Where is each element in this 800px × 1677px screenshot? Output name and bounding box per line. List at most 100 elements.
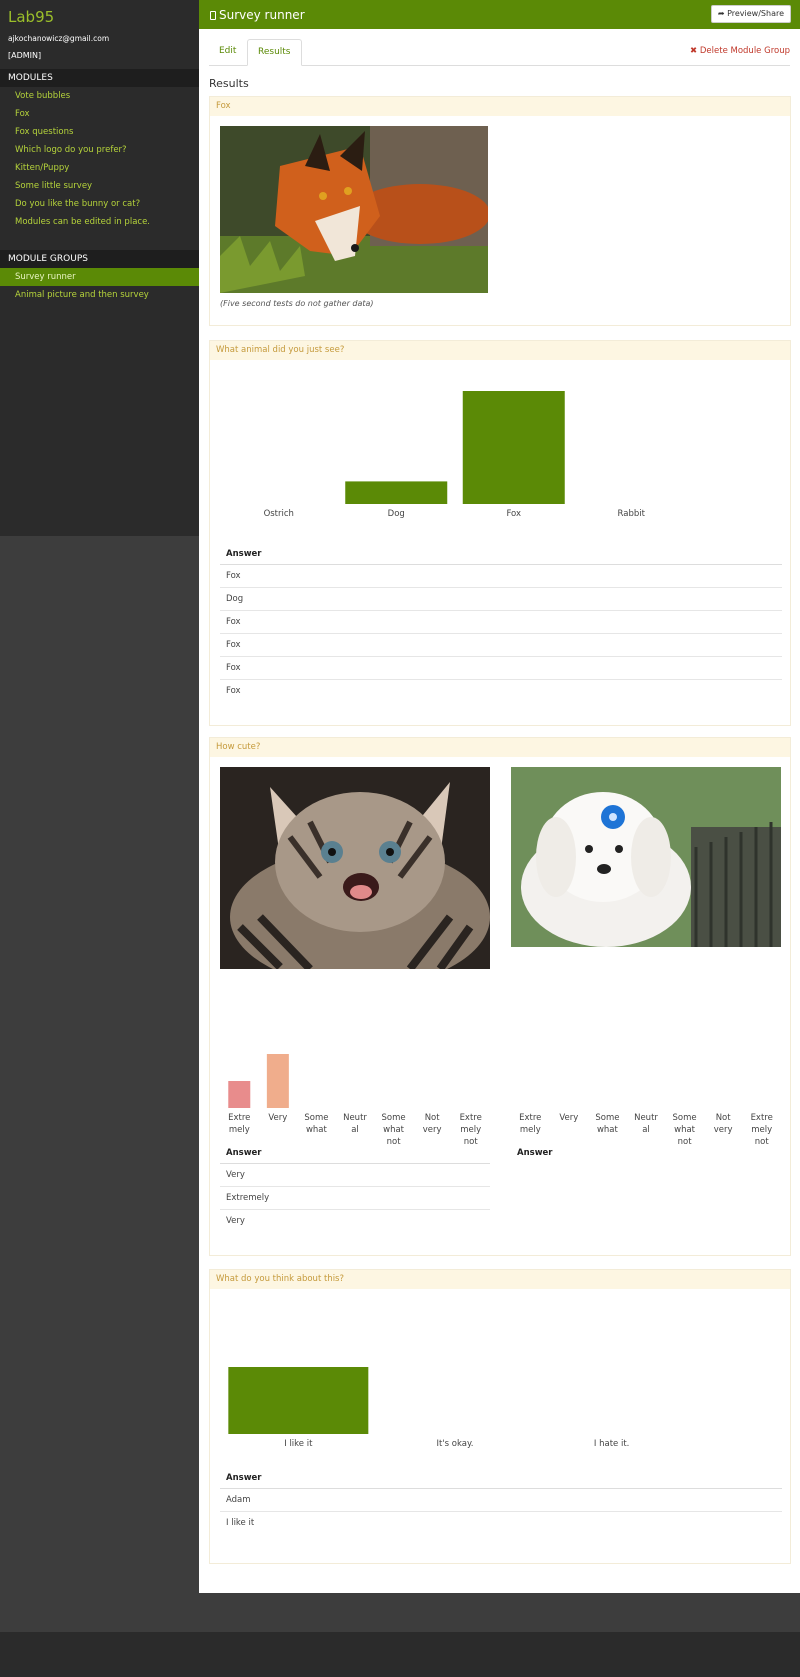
top-bar: Survey runner ➦ Preview/Share [199,0,800,29]
preview-share-button[interactable]: ➦ Preview/Share [710,5,791,23]
answer-row: Very [220,1164,490,1187]
chart-category-label: Ostrich [264,509,294,519]
chart-category-label: It's okay. [436,1439,473,1449]
answer-column-header: Answer [220,1142,490,1164]
chart-category-label: al [642,1125,650,1135]
footer-bar [0,1632,800,1677]
sidebar-module-item[interactable]: Modules can be edited in place. [15,217,151,227]
user-role: [ADMIN] [8,51,42,60]
chart-category-label: not [755,1137,770,1147]
panel-how-cute: How cute? [209,737,791,1256]
answer-row: Fox [226,686,241,696]
tab-bar: Edit Results ✖ Delete Module Group [209,39,790,66]
chart-category-label: mely [751,1125,772,1135]
chart-category-label: mely [460,1125,481,1135]
chart-category-label: Extre [460,1113,482,1123]
answer-row: Adam [220,1489,782,1512]
answer-row: I like it [226,1518,255,1528]
preview-share-label: Preview/Share [727,9,784,18]
chart-category-label: I like it [284,1439,313,1449]
chart-category-label: very [714,1125,733,1135]
chart-category-label: Some [304,1113,328,1123]
chart-category-label: Extre [519,1113,541,1123]
five-second-note: (Five second tests do not gather data) [220,299,374,308]
chart-category-label: al [351,1125,359,1135]
sidebar-module-item[interactable]: Vote bubbles [15,91,71,101]
cute-left-bar-chart: Extre mely Very Some what Neutr al Some what not N… [228,1054,482,1147]
tab-results[interactable]: Results [247,39,302,66]
chart-category-label: Neutr [343,1113,367,1123]
chart-category-label: Neutr [634,1113,658,1123]
fox-image [220,126,488,293]
panel-fox: Fox (Five second tests do [209,96,791,326]
animal-bar-chart: Ostrich Dog Fox Rabbit [264,391,646,519]
modules-heading: MODULES [0,69,199,87]
panel-think-title: What do you think about this? [210,1270,790,1289]
think-answer-table: Answer Adam I like it [220,1467,782,1535]
main-content: Survey runner ➦ Preview/Share Edit Resul… [199,0,800,1593]
chart-category-label: Not [716,1113,732,1123]
cute-left-answer-table: Answer Very Extremely Very [220,1142,490,1233]
results-heading: Results [209,77,249,90]
kitten-image [220,767,490,969]
chart-category-label: mely [520,1125,541,1135]
answer-rows: Fox Dog Fox Fox Fox Fox [220,565,782,703]
answer-column-header: Answer [517,1148,553,1158]
chart-category-label: Not [425,1113,441,1123]
brand-logo[interactable]: Lab95 [8,8,55,26]
answer-row: Dog [220,588,782,611]
panel-cute-title: How cute? [210,738,790,757]
page-title-text: Survey runner [219,8,305,22]
chart-category-label: what [597,1125,619,1135]
sidebar-module-item[interactable]: Do you like the bunny or cat? [15,199,141,209]
user-email: ajkochanowicz@gmail.com [8,34,110,43]
answer-row: Fox [220,565,782,588]
panel-think: What do you think about this? I like it I… [209,1269,791,1564]
chart-bar [345,481,448,504]
chart-category-label: Some [673,1113,697,1123]
chart-category-label: what [674,1125,696,1135]
chart-bar [266,1054,289,1108]
answer-row: Fox [220,611,782,634]
cute-right-bar-chart: Extre mely Very Some what Neutr al Some what not N… [519,1113,773,1147]
sidebar-module-item[interactable]: Some little survey [15,181,93,191]
chart-category-label: Very [559,1113,578,1123]
sidebar-module-item[interactable]: Kitten/Puppy [15,163,70,173]
answer-row: Fox [220,657,782,680]
chart-category-label: mely [229,1125,250,1135]
chart-category-label: Some [382,1113,406,1123]
chart-bar [228,1081,251,1108]
sidebar: Lab95 ajkochanowicz@gmail.com [ADMIN] MO… [0,0,199,536]
think-bar-chart: I like it It's okay. I hate it. [228,1367,629,1449]
close-icon: ✖ [690,46,698,56]
chart-category-label: what [306,1125,328,1135]
module-groups-list: Survey runner Animal picture and then sur… [0,268,199,304]
chart-category-label: not [387,1137,402,1147]
share-icon: ➦ [717,9,725,18]
sidebar-group-item[interactable]: Animal picture and then survey [15,290,149,300]
sidebar-module-item[interactable]: Fox questions [15,127,74,137]
sidebar-group-item[interactable]: Survey runner [0,268,199,286]
answer-rows: Adam I like it [220,1489,782,1535]
chart-category-label: Rabbit [618,509,646,519]
panel-fox-title: Fox [210,97,790,116]
answer-rows: Very Extremely Very [220,1164,490,1233]
tab-edit[interactable]: Edit [219,46,237,56]
sidebar-module-item[interactable]: Fox [15,109,30,119]
answer-column-header: Answer [220,543,782,565]
chart-category-label: I hate it. [594,1439,629,1449]
chart-category-label: not [464,1137,479,1147]
chart-category-label: not [678,1137,693,1147]
answer-row: Extremely [220,1187,490,1210]
sidebar-module-item[interactable]: Which logo do you prefer? [15,145,127,155]
delete-module-group-link[interactable]: ✖ Delete Module Group [690,46,790,56]
chart-category-label: very [423,1125,442,1135]
answer-column-header: Answer [220,1467,782,1489]
document-icon [210,11,216,20]
animal-answer-table: Answer Fox Dog Fox Fox Fox Fox [220,543,782,703]
puppy-image [511,767,781,947]
page-title: Survey runner [210,8,305,22]
modules-list: Vote bubbles Fox Fox questions Which logo d… [0,87,199,231]
chart-category-label: Very [268,1113,287,1123]
chart-category-label: what [383,1125,405,1135]
